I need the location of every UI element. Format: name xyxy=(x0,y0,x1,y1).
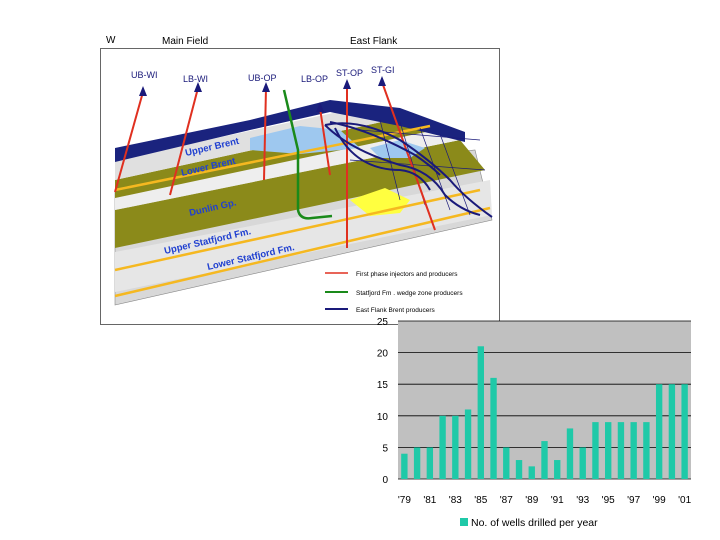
legend-label-east-flank: East Flank Brent producers xyxy=(356,307,436,314)
horizon-line-3 xyxy=(114,206,491,298)
gridlines xyxy=(398,320,691,480)
x-tick-label: '97 xyxy=(627,495,640,506)
cross-section-diagram: W Main Field East Flank xyxy=(100,35,500,325)
well-label-lb-wi: LB-WI xyxy=(183,74,208,84)
y-tick-label: 5 xyxy=(382,443,388,454)
bar xyxy=(605,422,612,479)
bar xyxy=(554,460,561,479)
y-axis-ticks: 0 5 10 15 20 25 xyxy=(377,317,389,486)
bar xyxy=(477,346,484,479)
y-tick-label: 20 xyxy=(377,349,389,360)
x-tick-label: '95 xyxy=(602,495,615,506)
y-tick-label: 0 xyxy=(382,475,388,486)
x-tick-label: '79 xyxy=(398,495,411,506)
bar xyxy=(566,428,574,479)
bar xyxy=(413,447,421,479)
statfjord-producer-well xyxy=(282,89,333,220)
legend-label: No. of wells drilled per year xyxy=(471,517,598,529)
wells-bar-chart: 0 5 10 15 20 25 '79 '81 '83 '85 '87 '89 '91 '93 '95 '9… xyxy=(377,317,692,529)
main-field-label: Main Field xyxy=(162,36,208,47)
x-tick-label: '81 xyxy=(423,495,436,506)
bar xyxy=(528,466,535,479)
well-label-st-op: ST-OP xyxy=(336,68,363,78)
bar xyxy=(617,422,625,479)
bar xyxy=(655,384,663,479)
bar xyxy=(426,447,434,479)
section-legend: First phase injectors and producers Stat… xyxy=(325,271,463,314)
x-tick-label: '87 xyxy=(500,495,513,506)
bar xyxy=(630,422,637,479)
bar xyxy=(503,447,510,479)
bar xyxy=(515,460,523,479)
bar xyxy=(681,384,688,479)
bar xyxy=(668,384,676,479)
x-tick-label: '01 xyxy=(678,495,691,506)
bar-series xyxy=(401,346,688,479)
well-label-lb-op: LB-OP xyxy=(301,74,328,84)
bar xyxy=(541,441,548,479)
y-tick-label: 10 xyxy=(377,412,389,423)
y-tick-label: 25 xyxy=(377,317,389,328)
east-flank-producer-wells xyxy=(324,121,493,218)
bar xyxy=(452,415,459,479)
legend-label-first-phase: First phase injectors and producers xyxy=(356,271,458,278)
legend-label-statfjord: Statfjord Fm . wedge zone producers xyxy=(356,290,463,297)
cap-layer xyxy=(115,100,465,162)
bar xyxy=(401,453,408,479)
bar xyxy=(439,415,446,479)
legend-swatch xyxy=(460,518,468,526)
horizon-line-2 xyxy=(114,188,481,272)
west-label: W xyxy=(106,35,116,46)
x-tick-label: '99 xyxy=(653,495,666,506)
bar xyxy=(579,447,586,479)
dunlin-layer xyxy=(115,140,485,248)
first-phase-wells xyxy=(114,81,436,248)
x-tick-label: '93 xyxy=(576,495,589,506)
x-axis-ticks: '79 '81 '83 '85 '87 '89 '91 '93 '95 '97 '99 '01 xyxy=(398,495,692,506)
x-tick-label: '91 xyxy=(551,495,564,506)
well-arrowheads xyxy=(139,76,386,112)
y-tick-label: 15 xyxy=(377,380,389,391)
x-tick-label: '85 xyxy=(474,495,487,506)
x-tick-label: '83 xyxy=(449,495,462,506)
east-flank-label: East Flank xyxy=(350,36,398,47)
bar xyxy=(643,422,650,479)
x-tick-label: '89 xyxy=(525,495,538,506)
well-label-ub-op: UB-OP xyxy=(248,73,277,83)
well-label-ub-wi: UB-WI xyxy=(131,70,158,80)
well-label-st-gi: ST-GI xyxy=(371,65,395,75)
chart-legend: No. of wells drilled per year xyxy=(460,517,598,529)
bar xyxy=(490,377,497,479)
bar xyxy=(592,422,599,479)
bar xyxy=(464,409,472,479)
